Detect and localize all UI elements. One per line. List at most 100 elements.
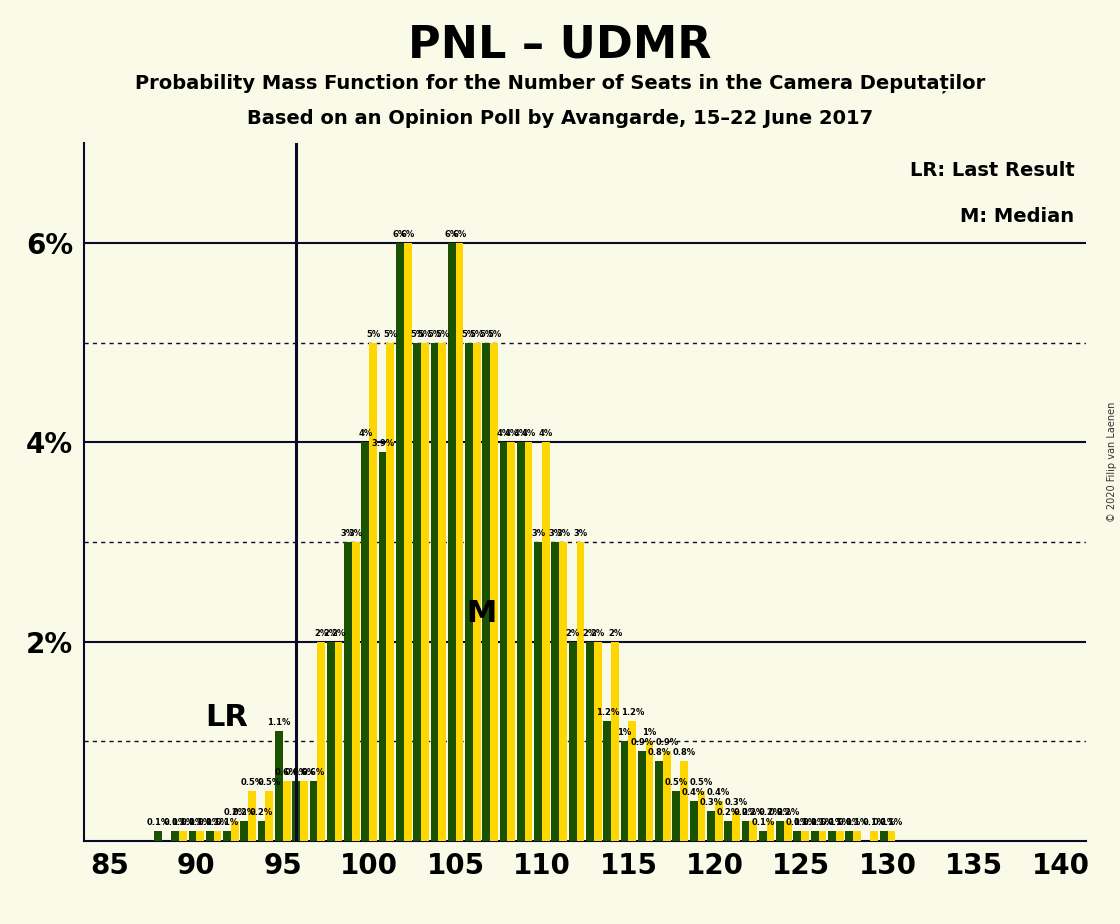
Bar [379, 452, 386, 841]
Bar [698, 791, 706, 841]
Bar [231, 821, 239, 841]
Bar [819, 831, 827, 841]
Text: 2%: 2% [566, 628, 580, 638]
Text: 4%: 4% [514, 430, 528, 438]
Bar [707, 811, 715, 841]
Text: 0.1%: 0.1% [793, 818, 816, 827]
Bar [690, 801, 698, 841]
Bar [534, 541, 542, 841]
Text: Probability Mass Function for the Number of Seats in the Camera Deputaților: Probability Mass Function for the Number… [134, 74, 986, 93]
Text: 4%: 4% [358, 430, 373, 438]
Text: 0.5%: 0.5% [690, 778, 713, 787]
Bar [628, 722, 636, 841]
Bar [604, 722, 612, 841]
Text: 1%: 1% [617, 728, 632, 737]
Text: © 2020 Filip van Laenen: © 2020 Filip van Laenen [1107, 402, 1117, 522]
Text: 0.2%: 0.2% [734, 808, 757, 817]
Text: 0.2%: 0.2% [741, 808, 765, 817]
Text: 3%: 3% [573, 529, 588, 538]
Text: 0.2%: 0.2% [768, 808, 792, 817]
Bar [265, 791, 273, 841]
Bar [793, 831, 801, 841]
Text: LR: Last Result: LR: Last Result [909, 161, 1074, 179]
Text: 0.1%: 0.1% [786, 818, 809, 827]
Bar [421, 343, 429, 841]
Text: 4%: 4% [504, 430, 519, 438]
Bar [214, 831, 222, 841]
Text: 5%: 5% [469, 330, 484, 338]
Bar [179, 831, 187, 841]
Text: LR: LR [205, 703, 248, 732]
Bar [292, 781, 300, 841]
Text: 6%: 6% [401, 230, 414, 239]
Bar [559, 541, 567, 841]
Text: 0.5%: 0.5% [241, 778, 263, 787]
Text: 0.8%: 0.8% [647, 748, 671, 757]
Bar [646, 741, 653, 841]
Bar [352, 541, 360, 841]
Text: 5%: 5% [418, 330, 432, 338]
Text: 0.8%: 0.8% [673, 748, 696, 757]
Text: 3%: 3% [348, 529, 363, 538]
Bar [276, 731, 282, 841]
Text: 0.2%: 0.2% [233, 808, 256, 817]
Bar [672, 791, 680, 841]
Text: 3.9%: 3.9% [371, 439, 394, 448]
Bar [853, 831, 861, 841]
Bar [396, 243, 403, 841]
Text: 2%: 2% [324, 628, 338, 638]
Text: 0.1%: 0.1% [752, 818, 774, 827]
Text: 0.1%: 0.1% [215, 818, 239, 827]
Text: 0.1%: 0.1% [803, 818, 827, 827]
Bar [551, 541, 559, 841]
Bar [638, 751, 646, 841]
Text: 0.2%: 0.2% [717, 808, 740, 817]
Text: 0.1%: 0.1% [872, 818, 895, 827]
Bar [569, 641, 577, 841]
Text: 0.2%: 0.2% [759, 808, 782, 817]
Text: 0.9%: 0.9% [631, 738, 653, 748]
Text: 0.6%: 0.6% [292, 768, 316, 777]
Text: 1.1%: 1.1% [268, 718, 290, 727]
Text: 3%: 3% [531, 529, 545, 538]
Bar [456, 243, 464, 841]
Text: M: M [466, 599, 496, 627]
Bar [500, 443, 507, 841]
Text: 0.1%: 0.1% [846, 818, 869, 827]
Bar [448, 243, 456, 841]
Bar [171, 831, 179, 841]
Text: 4%: 4% [539, 430, 553, 438]
Text: 0.1%: 0.1% [171, 818, 195, 827]
Bar [473, 343, 480, 841]
Bar [767, 821, 774, 841]
Bar [282, 781, 290, 841]
Text: 3%: 3% [557, 529, 570, 538]
Text: 0.2%: 0.2% [776, 808, 800, 817]
Bar [507, 443, 515, 841]
Bar [749, 821, 757, 841]
Bar [344, 541, 352, 841]
Bar [223, 831, 231, 841]
Bar [594, 641, 601, 841]
Text: 6%: 6% [393, 230, 407, 239]
Text: 0.1%: 0.1% [820, 818, 843, 827]
Text: 0.1%: 0.1% [180, 818, 204, 827]
Bar [327, 641, 335, 841]
Text: 0.5%: 0.5% [258, 778, 281, 787]
Bar [776, 821, 784, 841]
Bar [524, 443, 532, 841]
Text: 1%: 1% [643, 728, 656, 737]
Text: 0.2%: 0.2% [223, 808, 246, 817]
Bar [846, 831, 853, 841]
Bar [491, 343, 498, 841]
Bar [153, 831, 161, 841]
Text: PNL – UDMR: PNL – UDMR [409, 23, 711, 67]
Bar [663, 751, 671, 841]
Text: 0.1%: 0.1% [147, 818, 169, 827]
Bar [249, 791, 256, 841]
Text: 5%: 5% [435, 330, 449, 338]
Bar [620, 741, 628, 841]
Text: M: Median: M: Median [960, 207, 1074, 226]
Bar [811, 831, 819, 841]
Text: 4%: 4% [496, 430, 511, 438]
